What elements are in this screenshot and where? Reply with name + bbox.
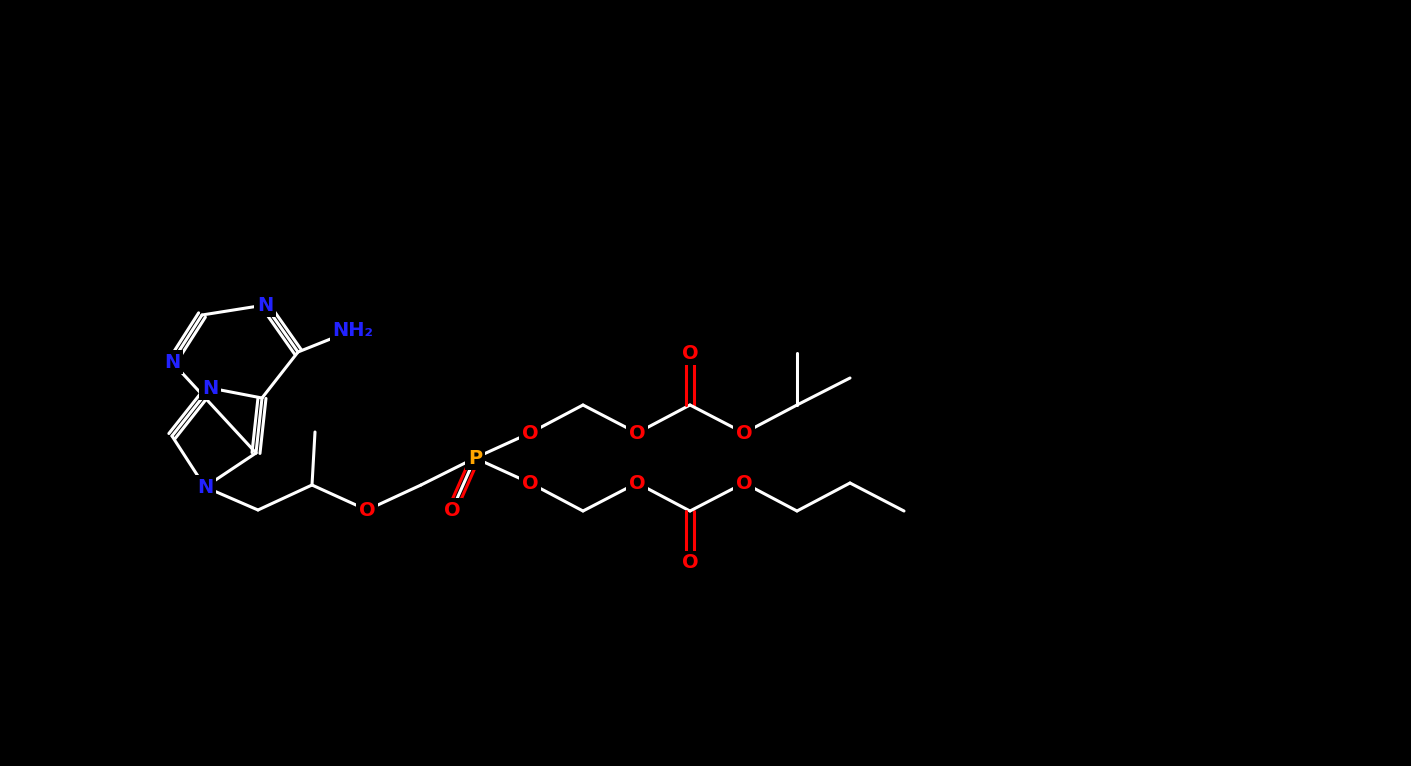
Text: NH₂: NH₂: [333, 320, 374, 339]
Text: O: O: [735, 473, 752, 493]
Text: N: N: [202, 378, 219, 398]
Text: O: O: [522, 424, 539, 443]
Text: O: O: [358, 500, 375, 519]
Text: O: O: [682, 343, 698, 362]
Text: O: O: [522, 473, 539, 493]
Text: O: O: [735, 424, 752, 443]
Text: N: N: [164, 352, 181, 372]
Text: O: O: [629, 473, 645, 493]
Text: O: O: [682, 554, 698, 572]
Text: O: O: [443, 500, 460, 519]
Text: O: O: [629, 424, 645, 443]
Text: N: N: [198, 477, 213, 496]
Text: N: N: [257, 296, 274, 315]
Text: P: P: [468, 449, 483, 467]
